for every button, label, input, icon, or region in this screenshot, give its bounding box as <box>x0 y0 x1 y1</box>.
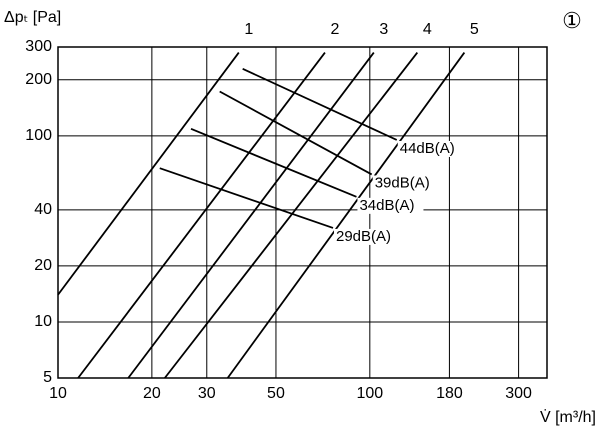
line <box>127 52 375 379</box>
series-label: 3 <box>379 21 388 38</box>
noise-label: 29dB(A) <box>336 228 391 245</box>
x-tick-label: 180 <box>436 385 463 402</box>
y-tick-label: 5 <box>43 369 52 386</box>
y-tick-label: 10 <box>34 313 52 330</box>
label-background <box>357 197 424 214</box>
y-tick-label: 20 <box>34 257 52 274</box>
label-background <box>334 228 401 245</box>
x-tick-label: 10 <box>49 385 67 402</box>
y-tick-label: 100 <box>25 127 52 144</box>
label-background <box>397 140 464 157</box>
x-tick-label: 100 <box>356 385 383 402</box>
label-background <box>372 175 439 192</box>
line <box>226 52 466 379</box>
x-axis-label: V̇ [m³/h] <box>540 408 596 426</box>
noise-label: 34dB(A) <box>359 197 414 214</box>
series-label: 2 <box>331 21 340 38</box>
line <box>219 90 373 176</box>
x-tick-label: 50 <box>267 385 285 402</box>
line <box>77 52 326 379</box>
line <box>190 128 357 198</box>
line <box>57 52 240 296</box>
line <box>242 68 398 141</box>
noise-label: 39dB(A) <box>375 174 430 191</box>
series-label: 5 <box>470 21 479 38</box>
series-label: 4 <box>423 21 432 38</box>
x-tick-label: 20 <box>143 385 161 402</box>
y-tick-label: 300 <box>25 38 52 55</box>
y-tick-label: 40 <box>34 201 52 218</box>
line <box>164 52 419 379</box>
y-axis-label: Δpₜ [Pa] <box>4 9 61 26</box>
y-tick-label: 200 <box>25 71 52 88</box>
x-tick-label: 300 <box>505 385 532 402</box>
annotation: ① <box>562 8 582 33</box>
series-label: 1 <box>244 21 253 38</box>
noise-label: 44dB(A) <box>400 140 455 157</box>
x-tick-label: 30 <box>198 385 216 402</box>
line <box>159 167 334 229</box>
plot-frame <box>57 46 548 379</box>
